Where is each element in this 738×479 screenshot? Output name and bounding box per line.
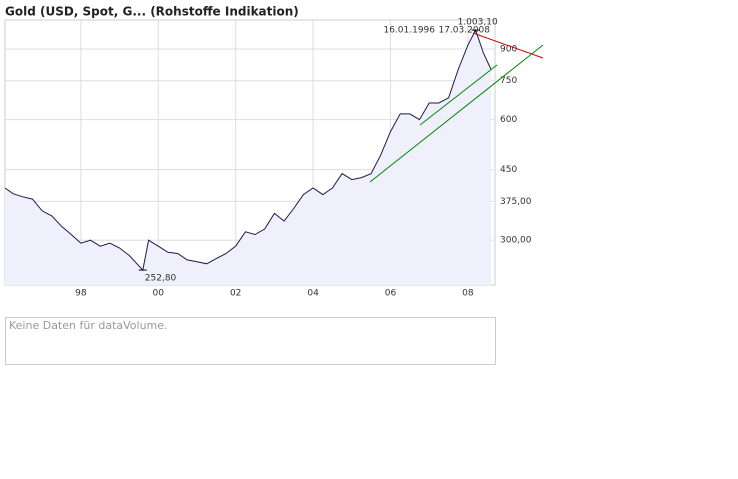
area bbox=[5, 30, 492, 285]
period-end: 17.03.2008 bbox=[438, 26, 490, 36]
plot: 300,00 375,00 450 600 750 900 98 00 02 04 06 08 252,… bbox=[4, 18, 532, 299]
annotation-label: 252,80 bbox=[145, 274, 177, 284]
volume-note: Keine Daten für dataVolume. bbox=[9, 319, 168, 332]
x-tick-label: 02 bbox=[230, 289, 241, 299]
x-tick-label: 00 bbox=[153, 289, 165, 299]
y-tick-label: 300,00 bbox=[500, 236, 532, 246]
y-tick-label: 375,00 bbox=[500, 197, 532, 207]
chart-title: Gold (USD, Spot, G... (Rohstoffe Indikat… bbox=[5, 5, 299, 19]
trend-line bbox=[419, 64, 498, 126]
annotation-label: 1.003,10 bbox=[458, 18, 498, 28]
trend-line bbox=[369, 44, 544, 183]
y-tick-label: 450 bbox=[500, 165, 517, 175]
x-tick-label: 04 bbox=[307, 289, 319, 299]
y-tick-label: 600 bbox=[500, 115, 517, 125]
volume-panel bbox=[5, 317, 496, 365]
x-tick-label: 98 bbox=[75, 289, 87, 299]
y-tick-label: 750 bbox=[500, 76, 517, 86]
x-tick-label: 06 bbox=[385, 289, 397, 299]
period-start: 16.01.1996 bbox=[383, 26, 435, 36]
line bbox=[4, 28, 492, 272]
x-tick-label: 08 bbox=[462, 289, 474, 299]
y-tick-label: 900 bbox=[500, 44, 517, 54]
